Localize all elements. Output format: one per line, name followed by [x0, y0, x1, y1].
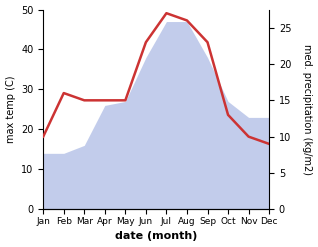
- Y-axis label: med. precipitation (kg/m2): med. precipitation (kg/m2): [302, 44, 313, 175]
- X-axis label: date (month): date (month): [115, 231, 197, 242]
- Y-axis label: max temp (C): max temp (C): [5, 76, 16, 143]
